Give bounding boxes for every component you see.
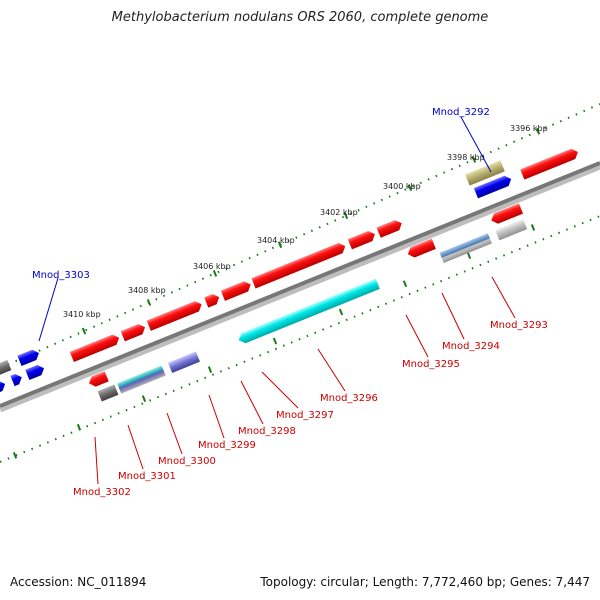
gene-olive-feature[interactable] [465,160,505,186]
inner-scale-track [0,215,600,463]
inner-major-tick-2 [141,395,147,403]
scale-label-3400: 3400 kbp [383,182,421,191]
gene-red-upper-3[interactable] [347,229,377,250]
label-mnod-3294[interactable]: Mnod_3294 [442,341,500,352]
inner-dotted-arc [0,215,600,463]
gene-mnod-3293-feature[interactable] [489,203,524,225]
gene-mnod-3295-feature[interactable] [406,238,436,260]
reverse-strand-genes [87,203,528,402]
scale-label-3406: 3406 kbp [193,262,231,271]
leader-mnod-3297 [261,371,299,409]
outer-major-tick-1 [81,327,87,335]
label-mnod-3293[interactable]: Mnod_3293 [490,320,548,331]
inner-major-ticks [12,224,536,459]
gene-darkgray-upper[interactable] [0,359,12,376]
backbone-line [0,161,600,408]
gene-red-upper-5[interactable] [220,279,253,301]
leader-mnod-3296 [317,348,346,392]
leader-mnod-3293 [491,276,516,319]
gene-blue-upper-4[interactable] [0,379,7,396]
gene-mnod-3292-feature[interactable] [473,174,513,199]
gene-red-upper-9[interactable] [69,333,121,363]
scale-label-3402: 3402 kbp [320,208,358,217]
label-mnod-3295[interactable]: Mnod_3295 [402,359,460,370]
label-mnod-3292[interactable]: Mnod_3292 [432,107,490,118]
leader-mnod-3302 [94,436,99,485]
scale-labels: 3396 kbp 3398 kbp 3400 kbp 3402 kbp 3404… [63,124,548,319]
gene-blue-upper-2[interactable] [25,363,46,381]
outer-major-tick-3 [212,270,218,277]
inner-major-tick-0 [12,452,18,459]
gene-mnod-3297-feature[interactable] [237,278,380,346]
gene-red-upper-2[interactable] [376,218,404,238]
leader-mnod-3300 [166,412,183,455]
gene-labels: Mnod_3292 Mnod_3303 Mnod_3293 Mnod_3294 … [32,107,548,498]
gene-red-upper-7[interactable] [146,299,204,331]
scale-label-3410: 3410 kbp [63,310,101,319]
outer-major-tick-7 [471,156,477,163]
gene-gray-lower[interactable] [495,218,528,241]
label-mnod-3303[interactable]: Mnod_3303 [32,270,90,281]
leader-mnod-3295 [405,314,429,358]
scale-label-3408: 3408 kbp [128,286,166,295]
gene-mnod-3294-feature[interactable] [439,233,492,263]
gene-mnod-3302-feature[interactable] [97,384,119,402]
leader-mnod-3298 [240,380,264,425]
outer-major-tick-2 [146,299,152,306]
outer-major-tick-5 [343,212,349,220]
accession-text: Accession: NC_011894 [10,575,147,589]
label-mnod-3297[interactable]: Mnod_3297 [276,410,334,421]
label-leaders [38,116,516,485]
gene-red-upper-1[interactable] [520,147,580,180]
inner-major-tick-4 [272,337,278,345]
outer-major-tick-4 [277,241,283,249]
gene-blue-upper-3[interactable] [10,372,23,387]
leader-mnod-3294 [441,292,465,340]
gene-red-lower-small[interactable] [87,371,109,388]
gene-mnod-3303-feature[interactable] [17,348,41,366]
gene-mnod-3301-feature[interactable] [117,365,166,394]
gene-mnod-3296-feature[interactable] [251,241,347,289]
leader-mnod-3303 [38,277,59,342]
scale-label-3398: 3398 kbp [447,153,485,162]
label-mnod-3302[interactable]: Mnod_3302 [73,487,131,498]
inner-major-tick-6 [402,280,408,288]
label-mnod-3300[interactable]: Mnod_3300 [158,456,216,467]
inner-major-tick-5 [338,308,344,316]
label-mnod-3298[interactable]: Mnod_3298 [238,426,296,437]
inner-major-tick-3 [207,366,213,373]
leader-mnod-3301 [127,424,144,470]
map-title: Methylobacterium nodulans ORS 2060, comp… [111,10,489,25]
outer-major-tick-6 [407,184,413,191]
inner-major-tick-7 [466,252,472,260]
label-mnod-3296[interactable]: Mnod_3296 [320,393,378,404]
scale-label-3404: 3404 kbp [257,236,295,245]
leader-mnod-3292 [460,116,492,173]
label-mnod-3299[interactable]: Mnod_3299 [198,440,256,451]
scale-label-3396: 3396 kbp [510,124,548,133]
label-mnod-3301[interactable]: Mnod_3301 [118,471,176,482]
genome-backbone [0,161,600,413]
inner-major-tick-1 [76,423,82,431]
gene-mnod-3300-feature[interactable] [168,351,200,373]
gene-red-upper-8[interactable] [120,322,147,342]
outer-major-tick-8 [535,127,541,135]
backbone-shadow [0,162,600,413]
forward-strand-genes [0,147,580,396]
inner-major-tick-8 [530,224,536,231]
topology-text: Topology: circular; Length: 7,772,460 bp… [260,575,590,589]
gene-red-upper-6[interactable] [204,292,221,308]
leader-mnod-3299 [208,394,225,439]
